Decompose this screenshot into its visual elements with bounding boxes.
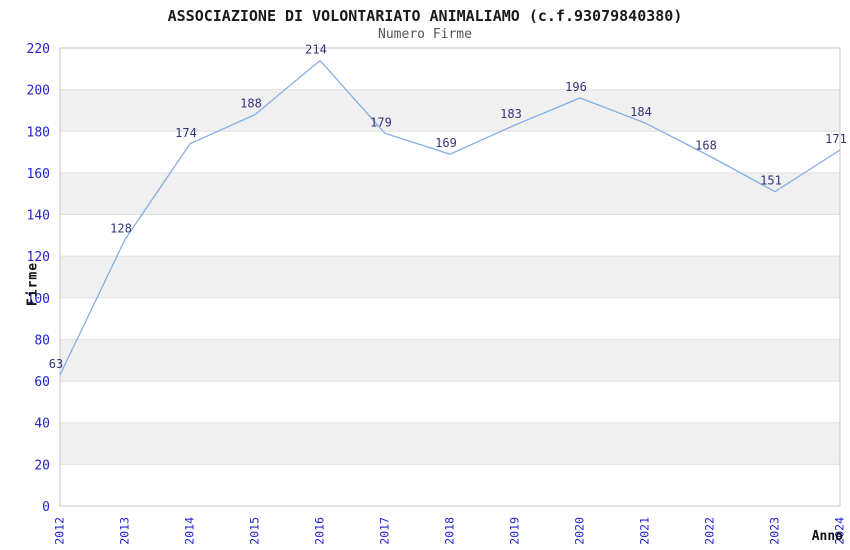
y-tick-label: 180 [27,125,50,140]
x-tick-label: 2023 [768,517,782,545]
chart-subtitle: Numero Firme [378,27,472,42]
plot-band [60,422,840,465]
plot-band [60,172,840,215]
point-label: 169 [435,136,457,150]
plot-band [60,256,840,298]
data-line [59,59,841,376]
y-tick-label: 220 [27,42,50,57]
x-tick-label: 2016 [313,517,327,545]
point-label: 184 [630,105,652,119]
point-label: 214 [305,42,327,56]
point-label: 196 [565,80,587,94]
point-label: 128 [110,222,132,236]
y-tick-label: 20 [34,458,50,473]
y-tick-label: 40 [34,417,50,432]
point-label: 63 [49,357,63,371]
point-label: 179 [370,115,392,129]
y-tick-label: 80 [34,333,50,348]
x-tick-label: 2022 [703,517,717,545]
plot-band [60,339,840,382]
x-tick-label: 2020 [573,517,587,545]
x-axis-title: Anno [811,529,843,544]
point-label: 151 [760,174,782,188]
x-tick-label: 2017 [378,517,392,545]
y-tick-label: 140 [27,209,50,224]
y-tick-label: 200 [27,84,50,99]
x-tick-label: 2018 [443,517,457,545]
point-label: 183 [500,107,522,121]
point-label: 174 [175,126,197,140]
chart-title: ASSOCIAZIONE DI VOLONTARIATO ANIMALIAMO … [167,7,683,25]
y-tick-label: 60 [34,375,50,390]
point-label: 188 [240,97,262,111]
y-tick-label: 100 [27,292,50,307]
x-tick-label: 2021 [638,517,652,545]
y-tick-label: 120 [27,250,50,265]
x-tick-label: 2024 [833,517,847,545]
point-label: 168 [695,138,717,152]
point-label: 171 [825,132,847,146]
y-tick-label: 0 [42,500,50,515]
plot-border [59,47,841,507]
x-tick-label: 2013 [118,517,132,545]
x-tick-label: 2019 [508,517,522,545]
x-tick-label: 2014 [183,517,197,545]
y-axis-title: Firme [25,261,41,307]
x-tick-label: 2015 [248,517,262,545]
plot-band [60,89,840,132]
y-tick-label: 160 [27,167,50,182]
x-tick-label: 2012 [53,517,67,545]
